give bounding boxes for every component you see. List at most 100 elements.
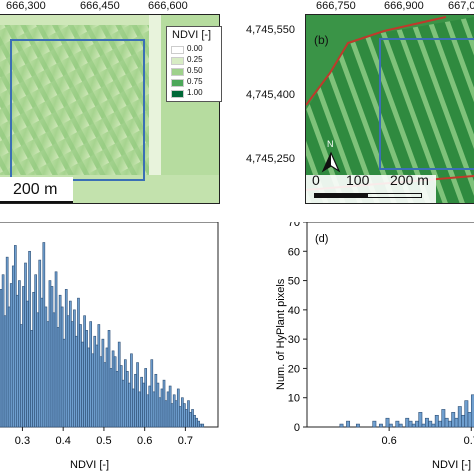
- histogram-bar: [464, 400, 469, 428]
- histogram-bar: [93, 335, 97, 428]
- histogram-bar: [66, 315, 70, 428]
- histogram-bar: [174, 400, 178, 428]
- histogram-bar: [197, 420, 200, 428]
- histogram-bar: [170, 403, 174, 428]
- map-a-x-tick: 666,450: [80, 0, 120, 12]
- histogram-bar: [158, 397, 162, 428]
- histogram-bar: [95, 344, 99, 428]
- histogram-bar: [181, 397, 184, 428]
- histogram-bar: [154, 373, 158, 428]
- histogram-bar: [372, 420, 377, 428]
- x-tick-label: 0.6: [381, 435, 396, 447]
- ndvi-map-b-image: [306, 15, 474, 203]
- histogram-bar: [7, 306, 11, 428]
- aoi-rectangle-b: [379, 38, 474, 170]
- histogram-bar: [91, 353, 95, 428]
- histogram-bar: [97, 324, 101, 428]
- histogram-bar: [142, 382, 145, 428]
- y-tick-label: 70: [288, 222, 300, 229]
- histogram-bar: [150, 359, 154, 428]
- histogram-d-bars: [339, 394, 474, 428]
- histogram-bar: [32, 291, 35, 428]
- histogram-bar: [16, 294, 19, 428]
- histogram-bar: [68, 300, 72, 428]
- map-a-x-tick: 666,300: [6, 0, 46, 12]
- map-b-x-tick: 667,0: [448, 0, 474, 12]
- histogram-bar: [117, 341, 121, 428]
- y-tick-label: 60: [288, 246, 300, 258]
- legend-swatch: [171, 46, 184, 54]
- histogram-bar: [36, 312, 40, 428]
- histogram-bar: [441, 409, 446, 428]
- histogram-bar: [132, 388, 135, 428]
- histogram-bar: [60, 306, 64, 428]
- histogram-bar: [438, 420, 443, 428]
- histogram-bar: [405, 417, 410, 428]
- histogram-bar: [56, 327, 60, 428]
- histogram-bar: [101, 338, 105, 428]
- histogram-bar: [138, 391, 141, 428]
- histogram-bar: [83, 315, 86, 428]
- map-a-scalebar-label: 200 m: [13, 181, 58, 198]
- histogram-bar: [378, 423, 383, 428]
- ndvi-legend: NDVI [-] 0.00 0.25 0.50 0.75 1.00: [166, 26, 222, 102]
- histogram-bar: [71, 321, 74, 428]
- histogram-bar: [81, 341, 84, 428]
- histogram-bar: [339, 423, 344, 428]
- aoi-rectangle-a: [10, 39, 145, 181]
- histogram-d: 0 10 20 30 40 50 60 70 0.6 0.7 Num. of HyPlant p…: [275, 222, 474, 471]
- histogram-bar: [99, 356, 103, 428]
- histogram-bar: [385, 417, 390, 428]
- y-tick-label: 0: [294, 422, 300, 434]
- histogram-bar: [195, 417, 198, 428]
- histogram-bar: [79, 324, 82, 428]
- north-label: N: [327, 139, 334, 149]
- histogram-bar: [146, 394, 150, 428]
- histogram-c-x-axis: 0.3 0.4 0.5 0.6 0.7: [15, 427, 193, 447]
- histogram-bar: [178, 406, 182, 428]
- legend-swatch: [171, 79, 184, 87]
- histogram-bar: [46, 321, 50, 428]
- map-b-y-tick: 4,745,400: [246, 89, 295, 101]
- histogram-d-xlabel: NDVI [-]: [432, 459, 471, 471]
- legend-entry: 1.00: [171, 88, 221, 99]
- map-a-x-tick: 666,600: [148, 0, 188, 12]
- histogram-bar: [447, 420, 452, 428]
- histogram-bar: [183, 403, 186, 428]
- histogram-bar: [77, 297, 80, 428]
- histogram-bar: [415, 420, 420, 428]
- histogram-bar: [148, 385, 152, 428]
- histogram-bar: [185, 409, 188, 428]
- histogram-bar: [189, 412, 192, 428]
- histogram-bar: [201, 423, 205, 428]
- histogram-bar: [134, 373, 137, 428]
- x-tick-label: 0.7: [464, 435, 474, 447]
- histogram-bar: [38, 259, 42, 428]
- histogram-d-ylabel: Num. of HyPlant pixels: [275, 278, 287, 390]
- histogram-bar: [58, 294, 62, 428]
- histogram-bar: [388, 423, 393, 428]
- histogram-bar: [26, 300, 29, 428]
- map-b-x-tick: 666,900: [384, 0, 424, 12]
- histogram-bar: [121, 379, 125, 428]
- histogram-bar: [126, 371, 129, 428]
- histogram-d-x-axis: 0.6 0.7: [381, 427, 474, 447]
- histogram-bar: [395, 420, 400, 428]
- histogram-bar: [87, 347, 90, 428]
- histogram-bar: [11, 265, 15, 428]
- map-b-y-tick: 4,745,550: [246, 24, 295, 36]
- legend-title: NDVI [-]: [172, 29, 212, 41]
- x-tick-label: 0.6: [137, 435, 152, 447]
- histogram-bar: [103, 362, 107, 428]
- histogram-bar: [85, 330, 88, 428]
- y-tick-label: 40: [288, 305, 300, 317]
- x-tick-label: 0.5: [96, 435, 111, 447]
- legend-swatch: [171, 68, 184, 76]
- histogram-bar: [113, 356, 117, 428]
- scalebar-tick: 0: [312, 172, 320, 188]
- histogram-bar: [128, 382, 131, 428]
- legend-label: 0.25: [187, 55, 203, 64]
- histogram-bar: [424, 417, 429, 428]
- histogram-bar: [160, 388, 164, 428]
- field-boundary-line: [306, 16, 447, 106]
